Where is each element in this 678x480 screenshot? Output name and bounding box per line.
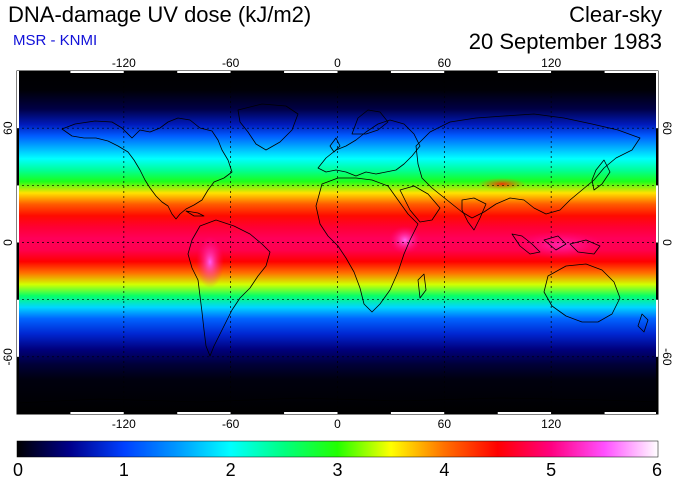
andes-hotspot [196,236,224,288]
colorbar [16,440,659,458]
colorbar-labels: 0 1 2 3 4 5 6 [13,460,662,480]
longitude-labels-top: -120 -60 0 60 120 [112,56,562,70]
latitude-labels-right: 60 0 -60 [660,121,674,365]
lon-label-bottom-2: 0 [334,417,341,431]
lat-label-right-1: 0 [660,239,674,246]
lat-label-left-1: 0 [1,239,15,246]
latitude-labels-left: 60 0 -60 [1,121,15,365]
lat-label-left-2: -60 [1,348,15,366]
colorbar-tick-0: 0 [13,460,23,480]
sky-condition-label: Clear-sky [569,2,662,27]
tibet-hotspot [478,178,526,190]
coastlines [17,103,658,404]
lat-label-right-2: -60 [660,348,674,366]
graticule [17,71,658,414]
lon-label-top-2: 0 [334,56,341,70]
colorbar-tick-2: 2 [226,460,236,480]
lon-label-bottom-1: -60 [222,417,240,431]
lon-label-top-1: -60 [222,56,240,70]
colorbar-tick-5: 5 [546,460,556,480]
date-label: 20 September 1983 [468,29,662,54]
east-africa-hotspot [389,226,421,254]
colorbar-tick-6: 6 [652,460,662,480]
lat-label-left-0: 60 [1,121,15,135]
lon-label-top-3: 60 [438,56,452,70]
lon-label-bottom-4: 120 [541,417,561,431]
lon-label-bottom-0: -120 [112,417,136,431]
frame-ticks [17,71,658,414]
credit-label: MSR - KNMI [13,32,98,49]
lon-label-top-0: -120 [112,56,136,70]
longitude-labels-bottom: -120 -60 0 60 120 [112,417,562,431]
map-title: DNA-damage UV dose (kJ/m2) [8,2,312,27]
lat-label-right-0: 60 [660,121,674,135]
lon-label-bottom-3: 60 [438,417,452,431]
colorbar-tick-3: 3 [332,460,342,480]
colorbar-tick-4: 4 [439,460,449,480]
indonesia-hotspot [515,231,605,259]
lon-label-top-4: 120 [541,56,561,70]
colorbar-tick-1: 1 [119,460,129,480]
